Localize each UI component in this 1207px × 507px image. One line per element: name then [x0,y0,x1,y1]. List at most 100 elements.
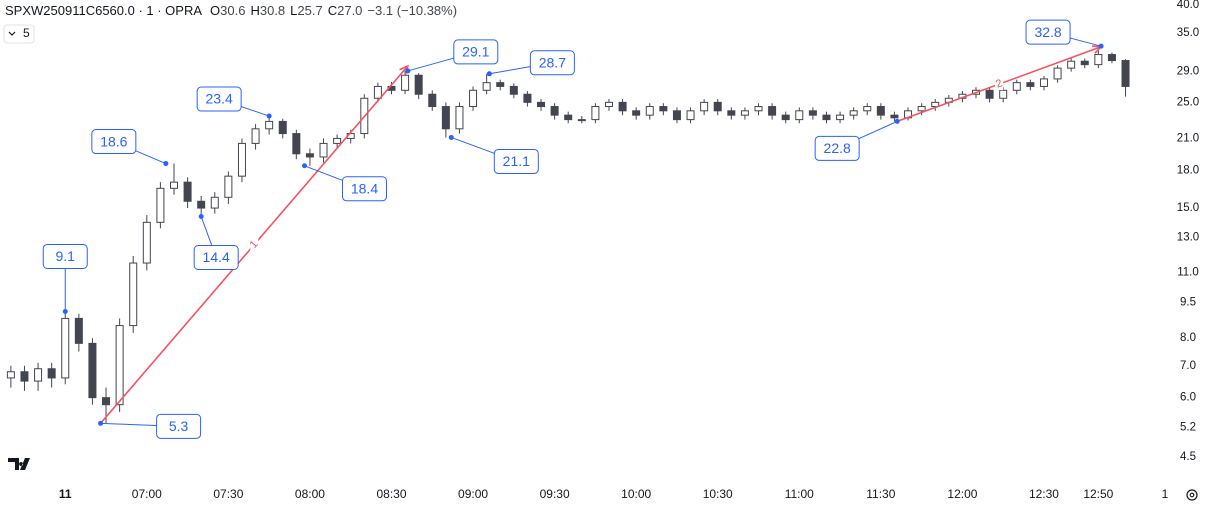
marker-label: 5.3 [169,418,189,434]
candle-body [169,181,178,189]
candle-body [156,187,165,223]
candle-body [1012,82,1021,91]
candle-body [6,371,15,379]
y-tick-label: 7.0 [1180,360,1196,372]
y-tick-label: 13.0 [1177,232,1199,244]
candle-body [129,262,138,327]
y-axis: 40.0 35.0 29.0 25.0 21.0 18.0 15.0 13.0 11.0 9.5 8… [1177,0,1199,463]
marker-dot [266,113,272,119]
marker-label: 21.1 [503,153,530,169]
candle-body [999,89,1008,99]
marker-label: 28.7 [539,55,566,71]
symbol-title: SPXW250911C6560.0 · 1 · OPRA [5,3,202,18]
candle-body [645,106,654,116]
y-tick-label: 8.0 [1180,332,1196,344]
candle-body [373,85,382,99]
gear-outline[interactable] [1186,489,1198,501]
x-tick-label: 11:00 [785,487,814,501]
candle-body [618,101,627,112]
x-tick-label: 11:30 [866,487,895,501]
y-tick-label: 15.0 [1177,202,1199,214]
candle-body [523,93,532,103]
candle-body [251,128,260,144]
y-tick-label: 29.0 [1177,66,1199,78]
candle-body [632,110,641,116]
marker-label: 14.4 [203,249,230,265]
candle-body [292,133,301,155]
marker-label: 29.1 [462,44,489,60]
ohlc-value: 25.7 [297,3,322,18]
candle-body [537,101,546,108]
y-tick-label: 40.0 [1177,0,1199,11]
y-tick-label: 4.5 [1180,451,1196,463]
candle-body [808,110,817,116]
candle-body [1039,78,1048,87]
candle-body [727,110,736,116]
marker-box [156,413,202,439]
candle-body [1026,82,1035,87]
candle-body [672,110,681,121]
settings-icon[interactable] [1186,489,1198,501]
candle-body [1053,67,1062,80]
interval-menu-box[interactable] [3,24,35,44]
ohlc-value: 30.6 [220,3,245,18]
candle-body [210,196,219,209]
candle-body [74,317,83,344]
candle-body [890,114,899,119]
marker-dot [198,214,204,220]
x-tick-label: 07:00 [132,487,162,501]
candle-body [428,93,437,108]
scale-button[interactable]: 1 [1162,487,1169,501]
candle-body [795,110,804,121]
candle-body [333,137,342,144]
candle-body [591,106,600,121]
candle-body [564,114,573,121]
marker-box [493,148,539,174]
marker-dot [405,68,411,74]
candle-body [700,101,709,112]
gear-center[interactable] [1189,492,1195,498]
marker-dot [301,163,307,169]
candle-body [414,74,423,95]
candle-body [34,368,43,382]
x-tick-label: 10:00 [621,487,651,501]
y-tick-label: 18.0 [1177,164,1199,176]
marker-label: 9.1 [56,248,76,264]
x-tick-label: 11 [59,487,72,501]
y-tick-label: 25.0 [1177,96,1199,108]
marker-box [453,39,499,65]
marker-box [814,135,860,161]
x-tick-label: 09:30 [540,487,570,501]
trend-label-bg [995,78,1004,91]
candle-body [863,106,872,112]
candle-body [931,101,940,108]
y-tick-label: 5.2 [1180,421,1196,433]
candle-body [781,114,790,121]
marker-label: 32.8 [1034,24,1061,40]
candle-body [455,106,464,130]
candle-body [496,82,505,87]
candle-body [768,106,777,116]
candle-body [115,325,124,406]
candle-body [754,106,763,112]
marker-label: 22.8 [824,140,851,156]
ohlc-value: 30.8 [260,3,285,18]
marker-dot [62,308,68,314]
candle-body [659,106,668,112]
y-tick-label: 35.0 [1177,27,1199,39]
candle-body [686,110,695,121]
x-tick-label: 07:30 [213,487,243,501]
ohlc-key: L [290,3,297,18]
candle-body [224,175,233,198]
marker-box [1025,19,1071,45]
candle-body [1094,54,1103,66]
candle-body [985,89,994,99]
ohlc-key: C [328,3,337,18]
candle-body [550,106,559,116]
candle-body [469,89,478,108]
interval-menu[interactable]: 5 [3,24,35,44]
candle-body [305,153,314,158]
x-tick-label: 12:50 [1083,487,1113,501]
marker-box [91,129,137,155]
marker-dot [894,118,900,124]
